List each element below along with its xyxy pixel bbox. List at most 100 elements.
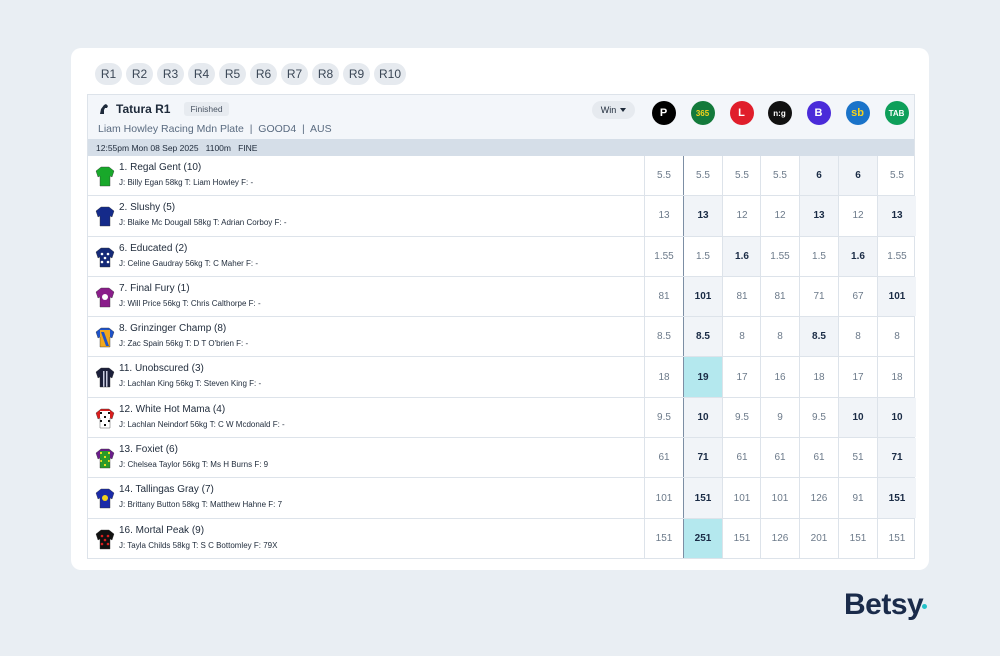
runner-row[interactable]: 16. Mortal Peak (9) J: Tayla Childs 58kg … — [88, 518, 916, 559]
odds-cell-pointsbet[interactable]: 101 — [644, 478, 683, 518]
odds-cell-bet365[interactable]: 71 — [683, 438, 722, 478]
runner-name: 8. Grinzinger Champ (8) — [119, 323, 227, 335]
odds-cell-bet365[interactable]: 1.5 — [683, 236, 722, 276]
odds-cell-betr[interactable]: 8.5 — [799, 317, 838, 357]
odds-cell-ladbrokes[interactable]: 17 — [722, 357, 761, 397]
race-tab-r8[interactable]: R8 — [312, 63, 339, 85]
odds-cell-pointsbet[interactable]: 13 — [644, 196, 683, 236]
race-tab-r2[interactable]: R2 — [126, 63, 153, 85]
odds-cell-ladbrokes[interactable]: 151 — [722, 518, 761, 558]
odds-cell-tab[interactable]: 8 — [877, 317, 916, 357]
odds-cell-neds[interactable]: 81 — [760, 276, 799, 317]
odds-cell-ladbrokes[interactable]: 61 — [722, 438, 761, 478]
odds-cell-bet365[interactable]: 251 — [683, 518, 722, 558]
race-tabs: R1 R2 R3 R4 R5 R6 R7 R8 R9 R10 — [95, 63, 407, 85]
odds-cell-ladbrokes[interactable]: 8 — [722, 317, 761, 357]
odds-cell-tab[interactable]: 5.5 — [877, 156, 916, 196]
bet365-logo: 365 — [690, 101, 715, 125]
odds-cell-betr[interactable]: 126 — [799, 478, 838, 518]
odds-cell-betr[interactable]: 71 — [799, 276, 838, 317]
odds-cell-betr[interactable]: 18 — [799, 357, 838, 397]
odds-cell-ladbrokes[interactable]: 1.6 — [722, 236, 761, 276]
odds-cell-neds[interactable]: 101 — [760, 478, 799, 518]
odds-cell-neds[interactable]: 126 — [760, 518, 799, 558]
odds-cell-sportsbet[interactable]: 151 — [838, 518, 877, 558]
runner-row[interactable]: 13. Foxiet (6) J: Chelsea Taylor 56kg T: … — [88, 438, 916, 479]
odds-cell-pointsbet[interactable]: 5.5 — [644, 156, 683, 196]
odds-cell-betr[interactable]: 13 — [799, 196, 838, 236]
odds-cell-neds[interactable]: 9 — [760, 397, 799, 438]
odds-cell-bet365[interactable]: 19 — [683, 357, 722, 397]
race-tab-r9[interactable]: R9 — [343, 63, 370, 85]
race-tab-r1[interactable]: R1 — [95, 63, 122, 85]
jockey-silk-icon — [95, 205, 115, 227]
odds-cell-pointsbet[interactable]: 9.5 — [644, 397, 683, 438]
race-tab-r6[interactable]: R6 — [250, 63, 277, 85]
odds-cell-neds[interactable]: 61 — [760, 438, 799, 478]
runner-row[interactable]: 8. Grinzinger Champ (8) J: Zac Spain 56kg… — [88, 317, 916, 358]
odds-cell-sportsbet[interactable]: 91 — [838, 478, 877, 518]
odds-cell-tab[interactable]: 18 — [877, 357, 916, 397]
odds-cell-pointsbet[interactable]: 151 — [644, 518, 683, 558]
odds-cell-bet365[interactable]: 151 — [683, 478, 722, 518]
odds-cell-neds[interactable]: 16 — [760, 357, 799, 397]
odds-cell-bet365[interactable]: 5.5 — [683, 156, 722, 196]
runner-row[interactable]: 12. White Hot Mama (4) J: Lachlan Neindor… — [88, 397, 916, 439]
odds-cell-neds[interactable]: 12 — [760, 196, 799, 236]
race-tab-r4[interactable]: R4 — [188, 63, 215, 85]
odds-cell-pointsbet[interactable]: 1.55 — [644, 236, 683, 276]
odds-cell-ladbrokes[interactable]: 81 — [722, 276, 761, 317]
odds-cell-tab[interactable]: 151 — [877, 518, 916, 558]
odds-cell-tab[interactable]: 13 — [877, 196, 916, 236]
odds-cell-sportsbet[interactable]: 12 — [838, 196, 877, 236]
jockey-silk-icon — [95, 366, 115, 388]
odds-cell-sportsbet[interactable]: 51 — [838, 438, 877, 478]
odds-cell-ladbrokes[interactable]: 101 — [722, 478, 761, 518]
runner-row[interactable]: 7. Final Fury (1) J: Will Price 56kg T: C… — [88, 276, 916, 318]
odds-cell-pointsbet[interactable]: 81 — [644, 276, 683, 317]
jockey-silk-icon — [95, 246, 115, 268]
odds-cell-ladbrokes[interactable]: 12 — [722, 196, 761, 236]
odds-cell-bet365[interactable]: 13 — [683, 196, 722, 236]
odds-cell-neds[interactable]: 1.55 — [760, 236, 799, 276]
odds-cell-sportsbet[interactable]: 10 — [838, 397, 877, 438]
runner-row[interactable]: 2. Slushy (5) J: Blaike Mc Dougall 58kg T… — [88, 196, 916, 237]
odds-cell-pointsbet[interactable]: 18 — [644, 357, 683, 397]
odds-cell-bet365[interactable]: 8.5 — [683, 317, 722, 357]
odds-cell-betr[interactable]: 201 — [799, 518, 838, 558]
odds-cell-tab[interactable]: 101 — [877, 276, 916, 317]
odds-cell-neds[interactable]: 5.5 — [760, 156, 799, 196]
runner-name: 12. White Hot Mama (4) — [119, 403, 226, 415]
odds-cell-sportsbet[interactable]: 8 — [838, 317, 877, 357]
odds-cell-tab[interactable]: 10 — [877, 397, 916, 438]
runner-row[interactable]: 14. Tallingas Gray (7) J: Brittany Button… — [88, 478, 916, 519]
odds-cell-betr[interactable]: 1.5 — [799, 236, 838, 276]
odds-cell-sportsbet[interactable]: 17 — [838, 357, 877, 397]
race-tab-r3[interactable]: R3 — [157, 63, 184, 85]
odds-cell-tab[interactable]: 1.55 — [877, 236, 916, 276]
odds-cell-tab[interactable]: 151 — [877, 478, 916, 518]
odds-cell-bet365[interactable]: 101 — [683, 276, 722, 317]
odds-cell-betr[interactable]: 6 — [799, 156, 838, 196]
jockey-silk-icon — [95, 528, 115, 550]
runner-row[interactable]: 11. Unobscured (3) J: Lachlan King 56kg T… — [88, 357, 916, 398]
odds-cell-ladbrokes[interactable]: 5.5 — [722, 156, 761, 196]
odds-cell-pointsbet[interactable]: 61 — [644, 438, 683, 478]
race-tab-r5[interactable]: R5 — [219, 63, 246, 85]
runner-row[interactable]: 6. Educated (2) J: Celine Gaudray 56kg T:… — [88, 236, 916, 277]
odds-cell-pointsbet[interactable]: 8.5 — [644, 317, 683, 357]
odds-cell-betr[interactable]: 9.5 — [799, 397, 838, 438]
race-tab-r7[interactable]: R7 — [281, 63, 308, 85]
odds-cell-sportsbet[interactable]: 67 — [838, 276, 877, 317]
odds-cell-tab[interactable]: 71 — [877, 438, 916, 478]
odds-cell-ladbrokes[interactable]: 9.5 — [722, 397, 761, 438]
betsy-logo: Betsy — [844, 588, 924, 621]
odds-cell-sportsbet[interactable]: 1.6 — [838, 236, 877, 276]
race-tab-r10[interactable]: R10 — [374, 63, 407, 85]
odds-cell-bet365[interactable]: 10 — [683, 397, 722, 438]
runner-row[interactable]: 1. Regal Gent (10) J: Billy Egan 58kg T: … — [88, 156, 916, 197]
odds-cell-neds[interactable]: 8 — [760, 317, 799, 357]
odds-cell-sportsbet[interactable]: 6 — [838, 156, 877, 196]
odds-cell-betr[interactable]: 61 — [799, 438, 838, 478]
market-select[interactable]: Win — [592, 101, 635, 119]
